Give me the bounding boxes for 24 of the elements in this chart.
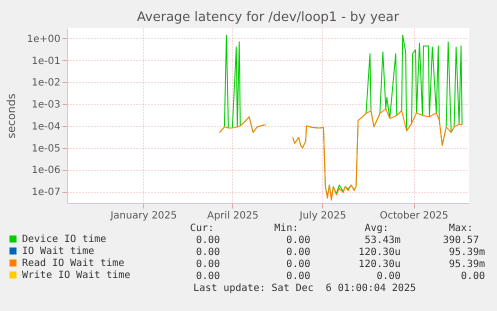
x-tick-label: January 2025 [109,210,178,222]
y-tick-label: 1e-06 [32,165,60,176]
legend-label: IO Wait time [22,246,94,257]
x-tick-label: October 2025 [380,210,448,222]
y-tick-label: 1e-05 [32,143,60,154]
text: 0.00 0.00 0.00 0.00 [196,271,485,282]
x-tick-label: July 2025 [298,210,346,222]
y-tick-label: 1e-07 [32,187,60,198]
y-tick-label: 1e-02 [32,78,60,89]
legend-label: Read IO Wait time [22,258,124,269]
y-tick-label: 1e-03 [32,100,60,111]
y-tick-label: 1e+00 [26,34,60,45]
y-tick-label: 1e-01 [32,56,60,67]
y-axis-title: seconds [4,93,18,138]
legend-label: Write IO Wait time [22,270,130,281]
chart-title: Average latency for /dev/loop1 - by year [136,10,400,25]
text: 0.00 0.00 120.30u 95.39m [196,247,485,258]
text: Last update: Sat Dec 6 01:00:04 2025 [193,283,416,294]
x-tick-label: April 2025 [207,210,259,222]
y-tick-label: 1e-04 [32,121,60,132]
text: 0.00 0.00 120.30u 95.39m [196,259,485,270]
legend-label: Device IO time [22,234,106,245]
text: Cur: Min: Avg: Max: [190,223,473,234]
text: 0.00 0.00 53.43m 390.57 [196,235,479,246]
